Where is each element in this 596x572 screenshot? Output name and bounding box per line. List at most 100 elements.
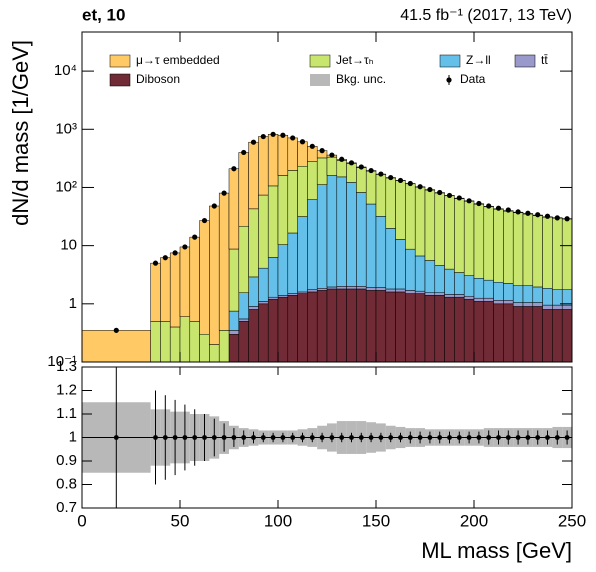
x-tick-label: 200 <box>460 511 488 530</box>
histogram-bar <box>522 302 534 307</box>
histogram-bar <box>209 205 220 345</box>
data-point <box>525 210 531 216</box>
histogram-bar <box>277 134 289 176</box>
histogram-bar <box>287 232 298 294</box>
histogram-bar <box>395 180 406 240</box>
histogram-bar <box>473 278 485 299</box>
data-point <box>407 180 413 187</box>
ratio-point <box>535 435 541 440</box>
histogram-bar <box>258 267 269 302</box>
ratio-point <box>515 435 521 440</box>
histogram-bar <box>503 283 514 301</box>
histogram-bar <box>238 225 249 293</box>
histogram-bar <box>522 285 534 303</box>
histogram-bar <box>454 296 465 363</box>
histogram-bar <box>424 260 436 293</box>
histogram-bar <box>503 210 514 284</box>
histogram-bar <box>199 220 210 335</box>
histogram-bar <box>444 268 455 295</box>
histogram-bar <box>493 208 504 283</box>
histogram-bar <box>561 309 573 363</box>
data-point <box>554 215 560 221</box>
data-point <box>329 152 335 158</box>
histogram-bar <box>434 192 445 266</box>
histogram-bar <box>258 301 269 305</box>
data-point <box>456 195 462 201</box>
histogram-bar <box>405 248 416 291</box>
histogram-bar <box>326 288 338 363</box>
histogram-bar <box>375 216 387 288</box>
histogram-bar <box>248 309 259 363</box>
histogram-bar <box>326 175 338 288</box>
histogram-bar <box>483 206 494 281</box>
ratio-point <box>486 435 492 440</box>
x-tick-label: 100 <box>264 511 292 530</box>
y-tick-label: 1.3 <box>56 358 77 375</box>
histogram-bar <box>228 168 240 250</box>
histogram-bar <box>463 295 475 300</box>
histogram-bar <box>150 262 161 322</box>
histogram-bar <box>297 216 308 293</box>
data-point <box>211 203 217 209</box>
ratio-point <box>339 435 345 440</box>
histogram-bar <box>307 289 318 293</box>
histogram-bar <box>483 279 494 299</box>
histogram-bar <box>385 291 396 363</box>
histogram-bar <box>405 290 416 294</box>
ratio-point <box>358 435 364 440</box>
histogram-bar <box>277 175 289 245</box>
histogram-bar <box>356 288 367 363</box>
legend-label: Z→ll <box>466 53 491 67</box>
histogram-bar <box>512 285 524 303</box>
histogram-bar <box>277 244 289 296</box>
ratio-point <box>309 435 315 440</box>
ratio-point <box>280 435 286 440</box>
ratio-point <box>202 435 207 440</box>
histogram-bar <box>463 275 475 297</box>
histogram-bar <box>542 304 553 310</box>
ratio-point <box>466 435 472 440</box>
histogram-bar <box>267 296 279 300</box>
histogram-bar <box>424 295 436 363</box>
histogram-bar <box>434 295 445 363</box>
histogram-bar <box>160 321 171 363</box>
data-point <box>260 133 266 140</box>
histogram-bar <box>160 257 171 322</box>
data-point <box>201 217 208 224</box>
histogram-bar <box>169 326 181 363</box>
histogram-bar <box>346 286 357 290</box>
histogram-bar <box>248 141 259 210</box>
histogram-bar <box>493 281 504 301</box>
subtitle: 41.5 fb⁻¹ (2017, 13 TeV) <box>400 7 572 24</box>
data-point <box>231 166 237 172</box>
legend-label: μ→τ embedded <box>136 53 220 67</box>
histogram-bar <box>316 290 328 363</box>
histogram-bar <box>336 160 347 178</box>
histogram-bar <box>297 165 308 217</box>
ratio-point <box>113 435 119 440</box>
histogram-bar <box>150 321 161 363</box>
histogram-bar <box>375 290 387 363</box>
histogram-bar <box>228 330 240 335</box>
y-tick-label: 1 <box>69 295 77 312</box>
histogram-bar <box>346 163 357 183</box>
histogram-bar <box>385 177 396 229</box>
histogram-bar <box>307 291 318 363</box>
histogram-bar <box>189 321 200 363</box>
histogram-bar <box>532 302 543 307</box>
ratio-point <box>162 435 168 440</box>
histogram-bar <box>199 333 210 363</box>
data-point <box>486 203 492 209</box>
histogram-bar <box>375 174 387 217</box>
histogram-bar <box>228 333 240 363</box>
histogram-bar <box>326 286 338 290</box>
histogram-bar <box>512 302 524 307</box>
ratio-point <box>427 435 433 440</box>
histogram-bar <box>248 208 259 278</box>
histogram-bar <box>552 217 563 290</box>
histogram-bar <box>454 198 465 273</box>
histogram-bar <box>258 194 269 269</box>
x-tick-label: 0 <box>77 511 86 530</box>
histogram-bar <box>532 215 543 288</box>
